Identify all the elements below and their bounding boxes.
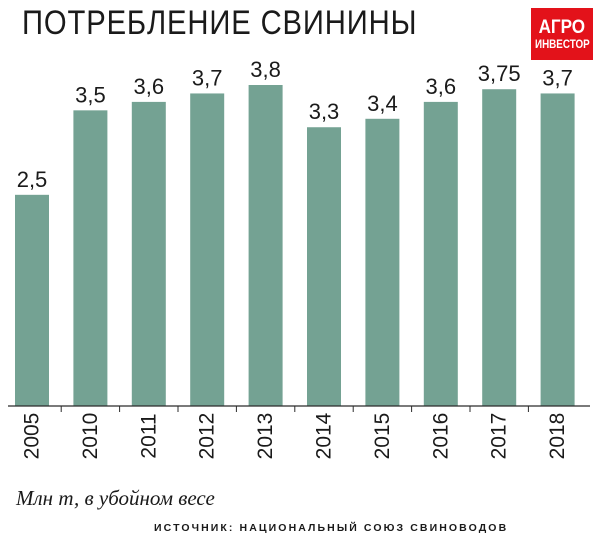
data-label-2015: 3,4 bbox=[367, 91, 398, 116]
x-tick-2012: 2012 bbox=[196, 413, 219, 460]
x-tick-2016: 2016 bbox=[429, 413, 452, 460]
data-label-2012: 3,7 bbox=[192, 65, 223, 90]
x-tick-2015: 2015 bbox=[371, 413, 394, 460]
source-note: ИСТОЧНИК: НАЦИОНАЛЬНЫЙ СОЮЗ СВИНОВОДОВ bbox=[154, 522, 509, 534]
bar-2011 bbox=[131, 101, 166, 406]
bar-2005 bbox=[15, 194, 49, 406]
bar-2016 bbox=[423, 101, 458, 406]
bar-2013 bbox=[248, 85, 283, 406]
bar-2012 bbox=[190, 93, 225, 407]
x-tick-2010: 2010 bbox=[79, 413, 102, 460]
bar-2010 bbox=[73, 110, 108, 406]
data-label-2005: 2,5 bbox=[17, 167, 48, 192]
logo-line-2: ИНВЕСТОР bbox=[534, 36, 590, 51]
x-tick-2013: 2013 bbox=[254, 413, 277, 460]
data-label-2017: 3,75 bbox=[478, 61, 521, 86]
bar-2017 bbox=[482, 89, 517, 406]
bar-2015 bbox=[365, 118, 400, 406]
x-tick-2005: 2005 bbox=[21, 413, 44, 460]
data-label-2011: 3,6 bbox=[134, 74, 165, 99]
x-tick-2017: 2017 bbox=[488, 413, 511, 460]
bar-2014 bbox=[307, 127, 341, 406]
chart-title: ПОТРЕБЛЕНИЕ СВИНИНЫ bbox=[22, 4, 418, 42]
data-label-2014: 3,3 bbox=[309, 99, 340, 124]
logo-line-1: АГРО bbox=[538, 16, 586, 38]
data-label-2018: 3,7 bbox=[542, 65, 573, 90]
x-tick-2011: 2011 bbox=[137, 413, 160, 458]
unit-note: Млн т, в убойном весе bbox=[16, 486, 215, 510]
x-tick-2014: 2014 bbox=[313, 412, 336, 459]
data-label-2013: 3,8 bbox=[250, 57, 281, 82]
bar-2018 bbox=[540, 93, 575, 407]
bar-chart: 2,5 2005 3,5 2010 3,6 2011 3,7 2012 3,8 2013 3,3 20… bbox=[8, 57, 590, 460]
data-label-2016: 3,6 bbox=[426, 74, 457, 99]
x-tick-2018: 2018 bbox=[546, 413, 569, 460]
agroinvestor-logo: АГРО ИНВЕСТОР bbox=[531, 8, 593, 60]
data-label-2010: 3,5 bbox=[75, 82, 106, 107]
